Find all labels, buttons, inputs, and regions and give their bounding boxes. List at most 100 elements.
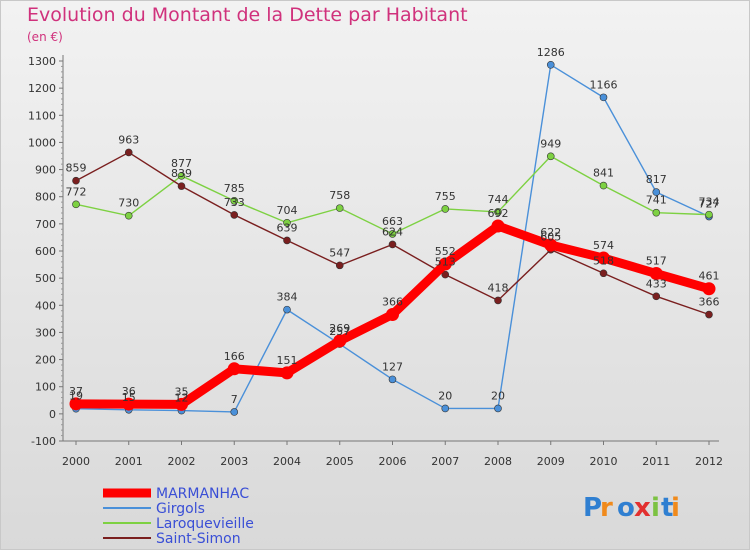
- x-tick-label: 2007: [431, 455, 459, 468]
- data-point: [69, 397, 83, 411]
- data-label: 19: [69, 390, 83, 403]
- logo-letter: x: [634, 493, 651, 523]
- data-label: 7: [231, 393, 238, 406]
- data-point: [335, 261, 344, 270]
- data-point: [177, 172, 186, 180]
- data-label: 605: [540, 231, 561, 244]
- data-label: 785: [224, 182, 245, 195]
- logo-letter: o: [617, 493, 635, 523]
- data-point: [438, 257, 452, 271]
- data-label: 127: [382, 360, 403, 373]
- data-point: [652, 208, 661, 217]
- data-label: 384: [277, 291, 298, 304]
- data-label: 741: [646, 194, 667, 207]
- y-tick-label: 800: [35, 191, 56, 204]
- data-point: [702, 282, 716, 296]
- data-label: 839: [171, 167, 192, 180]
- data-label: 166: [224, 350, 245, 363]
- data-point: [175, 397, 188, 411]
- data-point: [230, 211, 239, 219]
- x-tick-label: 2005: [326, 455, 354, 468]
- y-tick-label: 600: [35, 245, 56, 258]
- data-label: 624: [382, 225, 403, 238]
- x-tick-label: 2008: [484, 455, 512, 468]
- data-point: [124, 148, 133, 157]
- x-tick-label: 2003: [220, 455, 248, 468]
- x-tick-label: 2009: [537, 455, 565, 468]
- x-tick-label: 2006: [379, 455, 407, 468]
- data-point: [388, 230, 397, 238]
- data-point: [597, 251, 610, 265]
- y-tick-label: 500: [35, 272, 56, 285]
- data-point: [599, 181, 608, 190]
- data-point: [388, 240, 397, 249]
- y-tick-label: 900: [35, 164, 56, 177]
- data-point: [494, 208, 502, 216]
- x-tick-label: 2010: [590, 455, 618, 468]
- data-point: [599, 93, 608, 102]
- data-point: [230, 196, 239, 205]
- y-tick-label: 700: [35, 218, 56, 231]
- legend-label: Laroquevieille: [156, 516, 254, 532]
- data-label: 518: [593, 254, 614, 267]
- legend-label: MARMANHAC: [156, 486, 249, 502]
- data-label: 552: [435, 245, 456, 258]
- data-label: 269: [329, 322, 350, 335]
- x-tick-label: 2011: [642, 455, 670, 468]
- y-tick-label: 200: [35, 354, 56, 367]
- data-label: 733: [224, 196, 245, 209]
- data-point: [649, 267, 663, 281]
- data-label: 744: [488, 193, 509, 206]
- data-label: 35: [175, 385, 189, 398]
- data-label: 772: [66, 185, 87, 198]
- data-label: 366: [699, 296, 720, 309]
- chart-title: Evolution du Montant de la Dette par Hab…: [27, 4, 468, 26]
- x-tick-label: 2000: [62, 455, 90, 468]
- data-point: [441, 270, 450, 279]
- data-label: 859: [66, 162, 87, 175]
- logo-letter: i: [671, 493, 680, 523]
- y-tick-label: 1000: [28, 136, 56, 149]
- data-point: [72, 200, 80, 209]
- data-label: 12: [175, 392, 189, 405]
- data-point: [599, 269, 608, 278]
- data-label: 727: [699, 198, 720, 211]
- y-tick-label: 400: [35, 299, 56, 312]
- data-label: 433: [646, 277, 667, 290]
- data-label: 734: [699, 196, 720, 209]
- data-point: [386, 308, 399, 322]
- data-label: 663: [382, 215, 403, 228]
- data-label: 949: [540, 137, 561, 150]
- x-tick-label: 2001: [115, 455, 143, 468]
- data-label: 841: [593, 167, 614, 180]
- data-point: [546, 152, 555, 161]
- data-point: [72, 176, 80, 185]
- data-point: [335, 204, 344, 212]
- data-point: [441, 205, 450, 213]
- data-point: [705, 210, 713, 219]
- data-point: [388, 375, 397, 384]
- data-label: 36: [122, 385, 136, 398]
- data-point: [333, 334, 347, 348]
- logo-letter: i: [651, 493, 660, 523]
- data-label: 877: [171, 157, 192, 170]
- data-label: 461: [699, 270, 720, 283]
- data-point: [652, 188, 661, 196]
- data-label: 20: [438, 389, 452, 402]
- data-label: 758: [329, 189, 350, 202]
- y-tick-label: 100: [35, 381, 56, 394]
- data-point: [491, 219, 505, 233]
- data-point: [705, 310, 713, 319]
- data-label: 517: [646, 255, 667, 268]
- data-point: [283, 305, 291, 314]
- logo-letter: t: [661, 493, 673, 523]
- data-point: [124, 211, 133, 220]
- y-tick-label: 1200: [28, 82, 56, 95]
- data-point: [283, 218, 291, 227]
- y-tick-label: 0: [49, 408, 56, 421]
- y-tick-label: 1300: [28, 55, 56, 68]
- data-point: [280, 366, 294, 380]
- data-point: [177, 182, 186, 190]
